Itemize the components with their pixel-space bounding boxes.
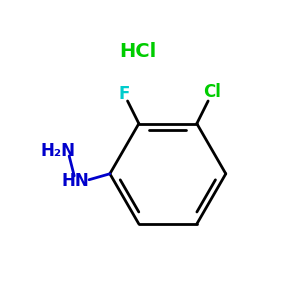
Text: F: F [118, 85, 130, 103]
Text: HCl: HCl [119, 42, 157, 62]
Text: H₂N: H₂N [40, 142, 75, 160]
Text: Cl: Cl [203, 83, 221, 101]
Text: HN: HN [62, 172, 90, 190]
